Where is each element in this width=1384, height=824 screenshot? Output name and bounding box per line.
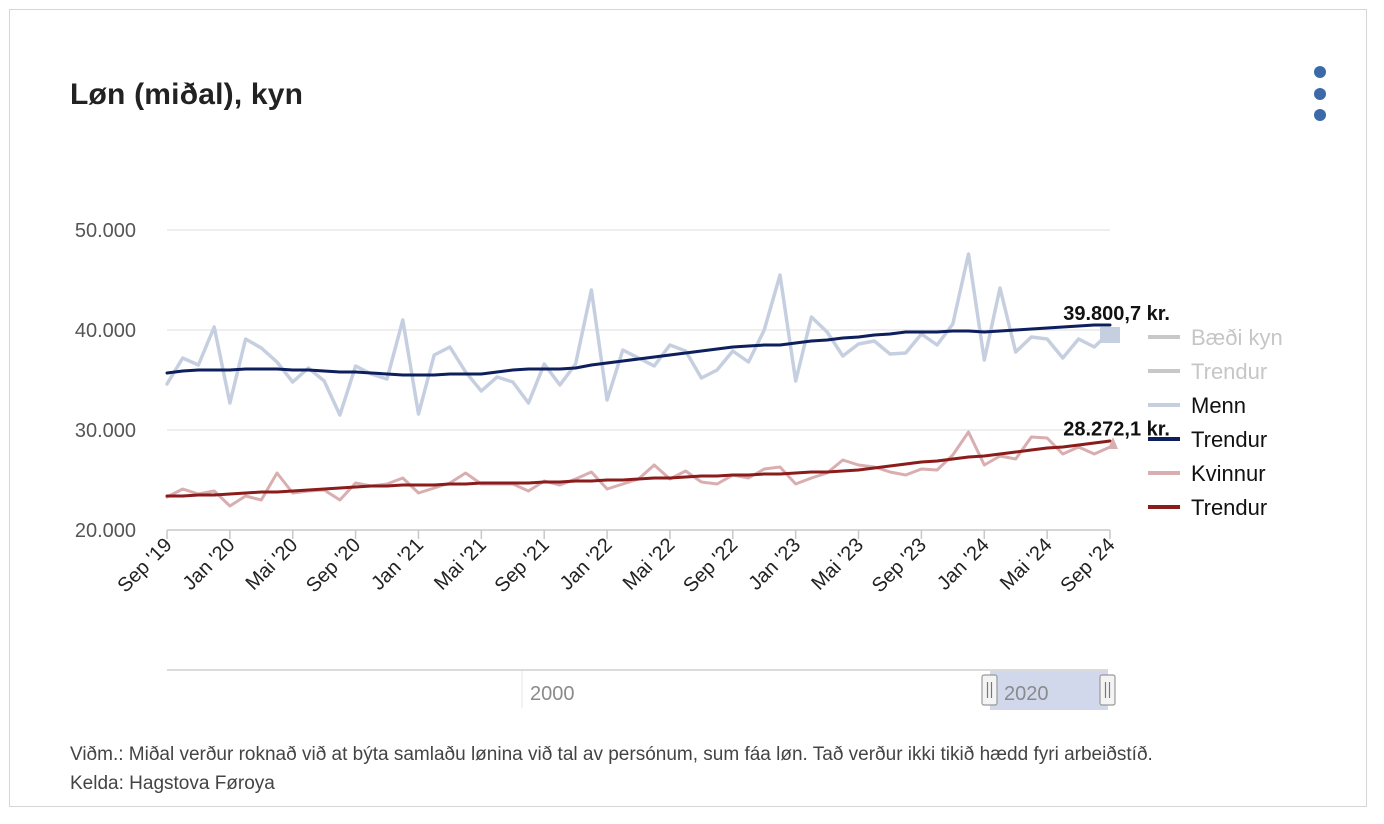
legend-item[interactable]: Trendur [1148, 427, 1267, 452]
series-line-4 [165, 439, 1112, 498]
x-tick-label: Sep '19 [113, 534, 176, 597]
x-tick-label: Jan '20 [179, 534, 240, 595]
series-line-2 [165, 323, 1112, 377]
range-navigator[interactable]: 2000 2020 [167, 669, 1116, 710]
legend-label: Trendur [1191, 359, 1267, 384]
legend-item[interactable]: Menn [1148, 393, 1246, 418]
navigator-handle-right[interactable] [1099, 674, 1116, 706]
menu-dot-icon [1314, 109, 1326, 121]
x-axis-ticks: Sep '19 Jan '20 Mai '20 Sep '20 Jan '21 Mai '… [113, 530, 1120, 597]
x-tick-label: Jan '21 [367, 534, 428, 595]
navigator-label: 2000 [530, 683, 575, 705]
legend-item[interactable]: Trendur [1148, 495, 1267, 520]
end-value-label: 39.800,7 kr. [1063, 303, 1170, 325]
legend-label: Kvinnur [1191, 461, 1266, 486]
legend-item[interactable]: Trendur [1148, 359, 1267, 384]
y-tick-label: 30.000 [75, 420, 136, 442]
end-labels: 39.800,7 kr. 28.272,1 kr. [1063, 303, 1170, 440]
series-line-3 [165, 430, 1112, 508]
x-tick-label: Mai '23 [807, 534, 868, 595]
footer-notes: Viðm.: Miðal verður roknað við at býta s… [70, 740, 1153, 798]
x-tick-label: Sep '23 [868, 534, 931, 597]
end-markers [1100, 327, 1120, 449]
menu-dot-icon [1314, 66, 1326, 78]
end-value-label: 28.272,1 kr. [1063, 418, 1170, 440]
y-axis-ticks: 20.000 30.000 40.000 50.000 [75, 220, 136, 542]
navigator-label: 2020 [1004, 683, 1049, 705]
legend-item[interactable]: Kvinnur [1148, 461, 1266, 486]
chart-title: Løn (miðal), kyn [70, 78, 304, 111]
menu-dot-icon [1314, 88, 1326, 100]
x-tick-label: Sep '21 [491, 534, 554, 597]
x-tick-label: Mai '20 [242, 534, 303, 595]
x-tick-label: Jan '23 [744, 534, 805, 595]
end-marker-triangle [1108, 437, 1118, 449]
series-lines [165, 252, 1112, 508]
legend-label: Bæði kyn [1191, 325, 1283, 350]
legend-label: Trendur [1191, 495, 1267, 520]
x-tick-label: Sep '24 [1056, 534, 1119, 597]
navigator-selected-range[interactable] [990, 671, 1108, 710]
x-tick-label: Mai '24 [996, 534, 1057, 595]
context-menu-button[interactable] [1306, 62, 1334, 126]
navigator-handle-left[interactable] [981, 674, 998, 706]
methodology-note: Viðm.: Miðal verður roknað við at býta s… [70, 744, 1153, 765]
chart-card [9, 9, 1367, 807]
legend: Bæði kyn Trendur Menn Trendur Kvinnur Trendur [1148, 325, 1283, 520]
x-tick-label: Mai '21 [430, 534, 491, 595]
x-tick-label: Sep '20 [302, 534, 365, 597]
series-line-1 [165, 252, 1112, 417]
legend-item[interactable]: Bæði kyn [1148, 325, 1283, 350]
y-tick-label: 50.000 [75, 220, 136, 242]
end-marker-square [1100, 327, 1120, 343]
legend-label: Trendur [1191, 427, 1267, 452]
x-tick-label: Jan '24 [933, 534, 994, 595]
legend-label: Menn [1191, 393, 1246, 418]
x-tick-label: Sep '22 [679, 534, 742, 597]
y-tick-label: 20.000 [75, 520, 136, 542]
source-note: Kelda: Hagstova Føroya [70, 773, 275, 794]
y-tick-label: 40.000 [75, 320, 136, 342]
x-tick-label: Jan '22 [556, 534, 617, 595]
x-tick-label: Mai '22 [619, 534, 680, 595]
